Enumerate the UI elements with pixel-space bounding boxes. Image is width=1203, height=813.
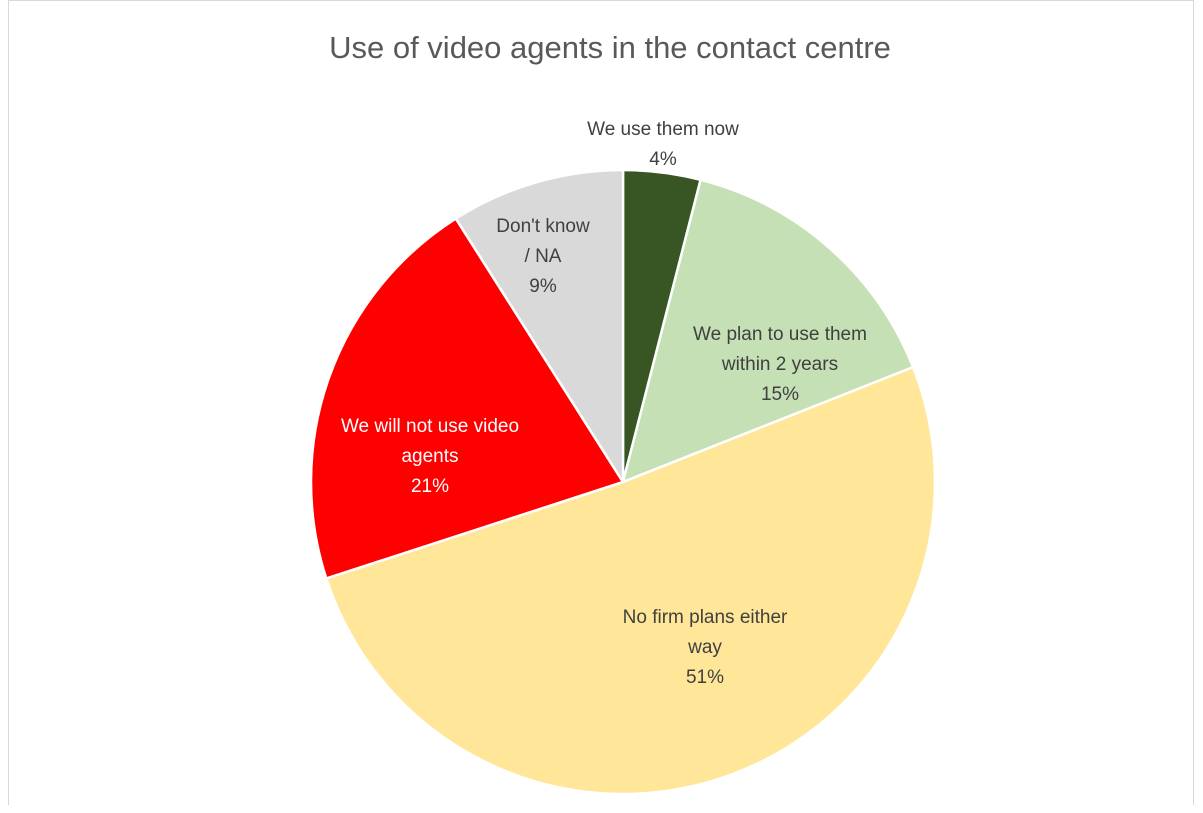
pie-slice-4 (309, 217, 625, 580)
pie-slices (309, 168, 937, 796)
data-label-1: We use them now 4% (587, 119, 739, 170)
data-label-value: 4% (649, 149, 677, 170)
data-label-2: We plan to use them within 2 years 15% (693, 324, 867, 405)
pie-data-labels: We use them now 4% We plan to use them with… (341, 119, 867, 688)
data-label-category: Don't know (496, 216, 590, 237)
data-label-value: 9% (529, 276, 557, 297)
data-label-category: / NA (525, 246, 562, 267)
data-label-value: 15% (761, 384, 799, 405)
pie-slice-5 (454, 168, 625, 484)
data-label-category: within 2 years (721, 354, 838, 375)
data-label-category: No firm plans either (623, 607, 788, 628)
data-label-category: way (687, 637, 722, 658)
data-label-4: We will not use video agents 21% (341, 416, 519, 497)
data-label-value: 51% (686, 667, 724, 688)
pie-slice-3 (325, 365, 937, 796)
data-label-category: We will not use video (341, 416, 519, 437)
pie-slice-2 (621, 178, 915, 484)
data-label-5: Don't know / NA 9% (496, 216, 590, 297)
data-label-category: agents (401, 446, 458, 467)
data-label-value: 21% (411, 476, 449, 497)
data-label-category: We use them now (587, 119, 739, 140)
chart-title: Use of video agents in the contact centr… (329, 30, 891, 65)
data-label-3: No firm plans either way 51% (623, 607, 788, 688)
data-label-category: We plan to use them (693, 324, 867, 345)
